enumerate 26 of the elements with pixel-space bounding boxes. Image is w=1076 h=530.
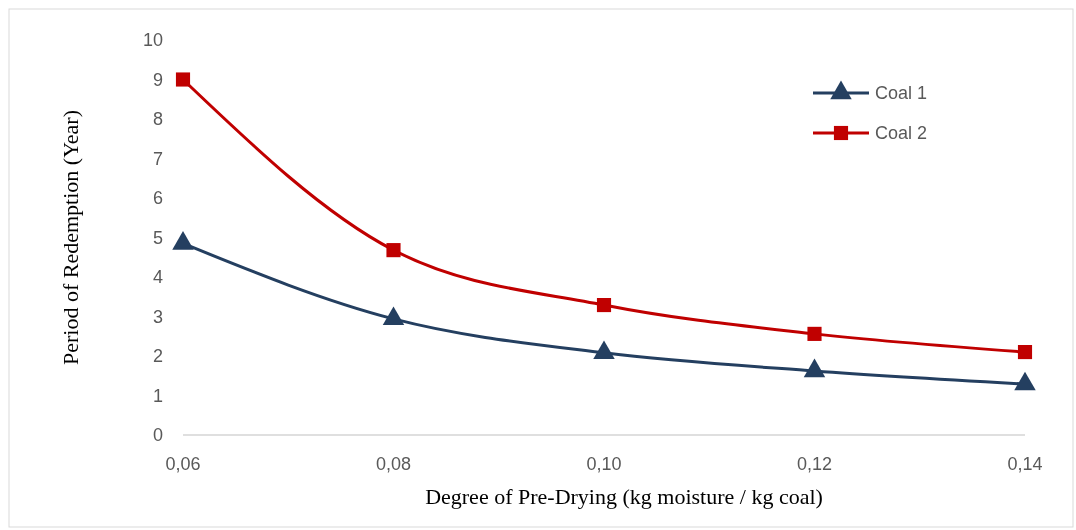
legend-label: Coal 2 [875,123,928,143]
point [1014,371,1036,391]
point [382,306,405,326]
x-tick-label: 0,08 [375,454,412,474]
x-tick-label: 0,06 [165,454,201,474]
x-tick-label: 0,12 [796,454,833,474]
point [803,358,826,378]
y-tick-label: 9 [152,69,163,90]
point [593,340,615,360]
y-tick-label: 0 [152,425,163,445]
y-axis-title: Period of Redemption (Year) [58,110,83,365]
y-tick-label: 8 [152,109,163,129]
y-tick-label: 2 [152,346,163,366]
y-tick-label: 5 [152,227,163,248]
x-tick-label: 0,10 [586,454,622,474]
y-tick-label: 6 [152,188,163,208]
y-tick-label: 10 [142,30,163,50]
x-axis-title: Degree of Pre-Drying (kg moisture / kg coal) [425,484,823,509]
point [172,231,194,250]
y-tick-label: 7 [152,148,163,169]
point [175,72,191,87]
x-tick-label: 0,14 [1007,454,1043,474]
y-tick-label: 4 [152,267,163,287]
y-tick-label: 3 [152,306,163,327]
legend-label: Coal 1 [875,83,928,103]
y-tick-label: 1 [152,385,163,406]
